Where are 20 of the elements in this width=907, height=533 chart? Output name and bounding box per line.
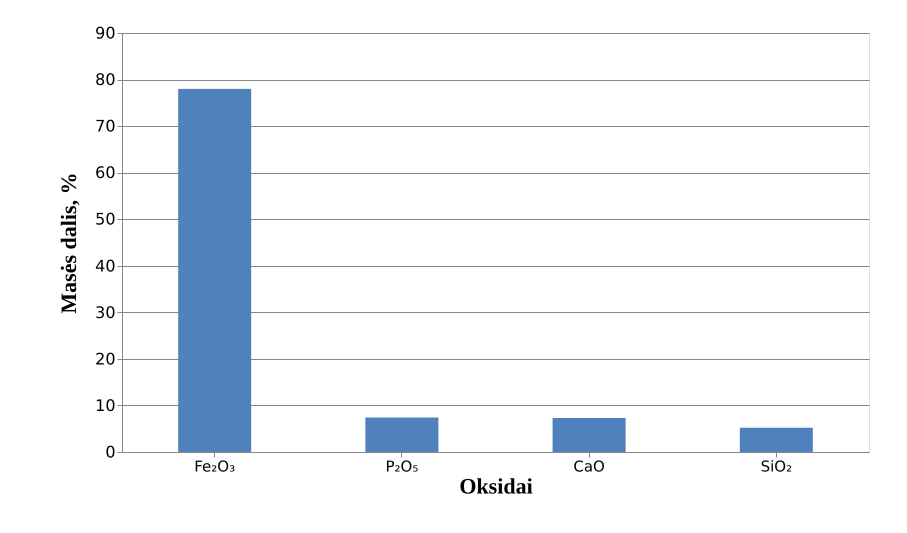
y-tick-label: 0 <box>105 442 116 462</box>
x-axis-title: Oksidai <box>459 474 533 498</box>
bar <box>552 418 626 452</box>
bar <box>365 418 438 452</box>
x-tick-label: SiO₂ <box>760 458 792 476</box>
y-axis-title: Masės dalis, % <box>56 172 82 314</box>
x-tick-label: Fe₂O₃ <box>194 458 236 476</box>
y-tick-label: 30 <box>95 302 116 322</box>
y-tick-label: 70 <box>95 116 116 136</box>
y-tick-label: 40 <box>95 256 116 276</box>
y-tick-label: 10 <box>95 396 116 415</box>
y-tick-label: 50 <box>95 210 116 229</box>
bar <box>178 88 252 452</box>
x-tick-label: P₂O₅ <box>385 458 418 476</box>
x-tick-label: CaO <box>573 458 605 476</box>
y-tick-label: 60 <box>95 163 116 182</box>
y-tick-label: 80 <box>95 70 116 90</box>
bar <box>740 428 813 452</box>
y-tick-label: 90 <box>95 24 116 42</box>
y-tick-label: 20 <box>95 349 116 368</box>
